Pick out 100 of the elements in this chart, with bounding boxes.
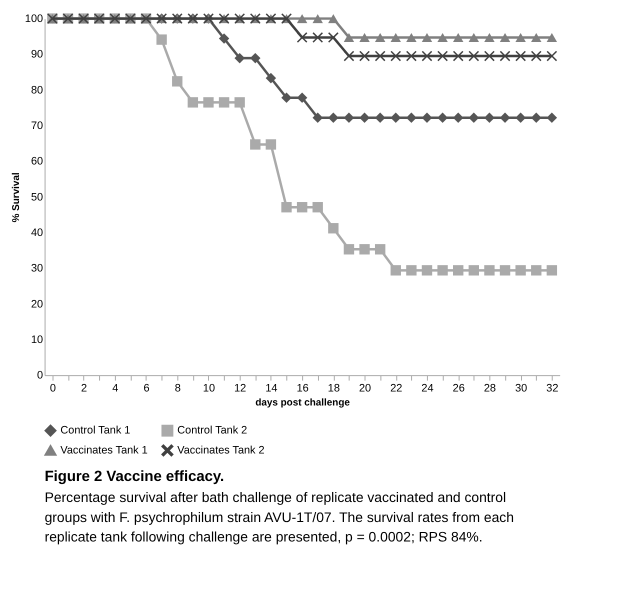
point xyxy=(156,34,167,45)
point xyxy=(422,112,432,123)
point xyxy=(468,32,480,42)
point xyxy=(234,97,245,108)
y-tick-label: 70 xyxy=(30,120,44,132)
legend-label: Vaccinates Tank 2 xyxy=(177,444,265,456)
point xyxy=(296,202,308,212)
point xyxy=(484,265,495,276)
point xyxy=(468,112,480,123)
y-tick-label: 90 xyxy=(30,48,44,61)
point xyxy=(359,244,370,254)
x-tick-label: 14 xyxy=(265,382,278,395)
point xyxy=(531,112,542,123)
point xyxy=(546,265,558,276)
y-tick-label: 30 xyxy=(30,262,44,275)
point xyxy=(344,50,354,62)
point xyxy=(359,112,370,123)
point xyxy=(344,244,354,254)
point xyxy=(406,32,417,42)
x-tick-label: 6 xyxy=(143,382,150,395)
x-tick-label: 4 xyxy=(112,382,118,395)
point xyxy=(374,112,386,123)
legend-label: Control Tank 2 xyxy=(177,424,248,437)
point xyxy=(437,265,448,276)
point xyxy=(218,97,230,108)
y-tick-label: 80 xyxy=(30,84,44,96)
point xyxy=(437,112,448,123)
x-tick-label: 30 xyxy=(515,382,528,395)
point xyxy=(437,32,448,42)
point xyxy=(344,32,354,42)
point xyxy=(422,265,432,276)
point xyxy=(266,139,276,150)
y-tick-label: 20 xyxy=(30,298,44,310)
point xyxy=(484,112,495,123)
y-tick-label: 50 xyxy=(30,191,44,204)
x-tick-label: 24 xyxy=(421,382,434,395)
y-tick-label: 60 xyxy=(30,156,44,168)
point xyxy=(484,32,495,42)
text: Figure 2 Vaccine efficacy. xyxy=(44,469,224,486)
point xyxy=(312,202,323,212)
x-tick-label: 12 xyxy=(234,382,246,395)
point xyxy=(468,265,480,276)
point xyxy=(453,265,464,276)
point xyxy=(531,32,542,42)
point xyxy=(359,32,370,42)
point xyxy=(312,14,323,24)
point xyxy=(546,112,558,123)
y-tick-label: 100 xyxy=(24,13,44,26)
point xyxy=(531,265,542,276)
point xyxy=(546,50,558,62)
point xyxy=(328,223,339,234)
x-tick-label: 28 xyxy=(484,382,496,395)
y-tick-label: 40 xyxy=(30,226,44,239)
point xyxy=(250,139,260,150)
legend-label: Control Tank 1 xyxy=(60,424,130,437)
point xyxy=(500,265,510,276)
point xyxy=(296,14,308,24)
text: Percentage survival after bath challenge of replicate vaccinated and control groups with F. psychrophilum strain AVU-1T/07. The survival rates from each replicate tank following challenge are presented, p = 0.0002; RPS 84%. xyxy=(44,488,514,545)
point xyxy=(328,14,339,24)
point xyxy=(390,265,401,276)
x-tick-label: 16 xyxy=(296,382,309,395)
point xyxy=(406,112,417,123)
point xyxy=(515,265,526,276)
point xyxy=(312,112,323,123)
point xyxy=(390,50,401,62)
y-tick-label: 0 xyxy=(37,370,44,382)
x-tick-label: 0 xyxy=(50,382,56,395)
x-tick-label: 20 xyxy=(358,382,372,395)
point xyxy=(266,72,276,84)
point xyxy=(312,32,323,43)
x-tick-label: 2 xyxy=(81,382,88,395)
point xyxy=(406,50,417,62)
point xyxy=(515,50,526,62)
point xyxy=(390,32,401,42)
point xyxy=(328,112,339,123)
point xyxy=(218,33,230,44)
x-tick-label: 8 xyxy=(174,382,181,395)
point xyxy=(250,52,260,64)
point xyxy=(500,32,510,42)
point xyxy=(422,50,432,62)
point xyxy=(437,50,448,62)
point xyxy=(374,244,386,254)
y-tick-label: 10 xyxy=(30,334,44,346)
point xyxy=(296,32,308,43)
point xyxy=(453,112,464,123)
point xyxy=(390,112,401,123)
point xyxy=(500,50,510,62)
point xyxy=(359,50,370,62)
point xyxy=(422,32,432,42)
point xyxy=(203,97,214,108)
point xyxy=(406,265,417,276)
point xyxy=(453,50,464,62)
point xyxy=(453,32,464,42)
point xyxy=(172,76,182,87)
x-tick-label: 22 xyxy=(390,382,402,395)
point xyxy=(531,50,542,62)
point xyxy=(484,50,495,62)
point xyxy=(515,32,526,42)
point xyxy=(374,50,386,62)
point xyxy=(296,92,308,103)
